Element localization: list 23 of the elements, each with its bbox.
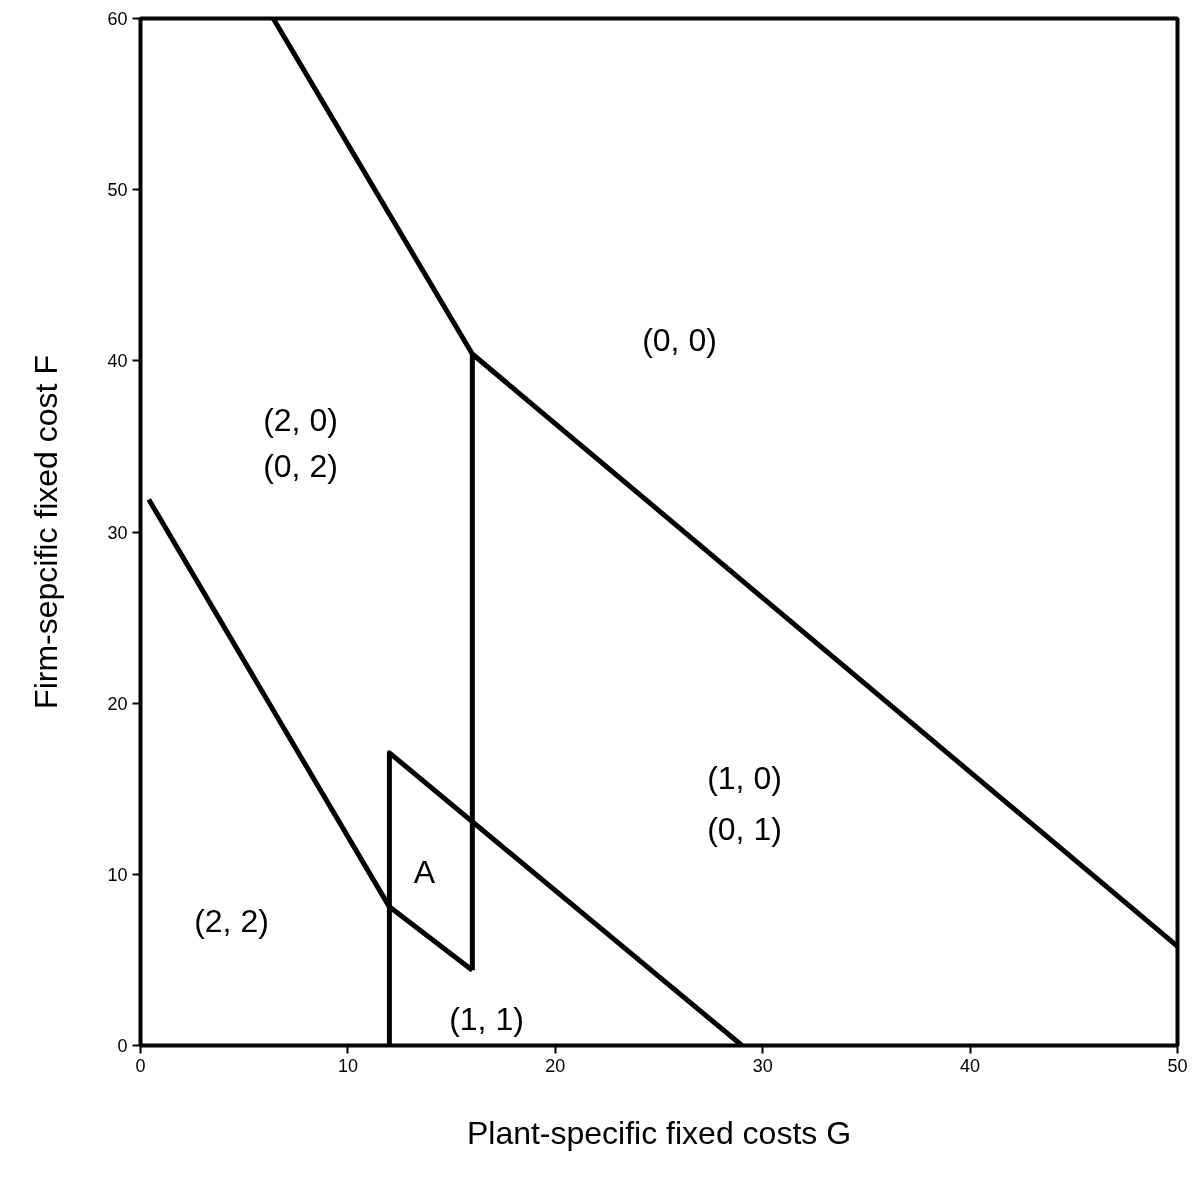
x-tick-label: 10: [337, 1055, 358, 1076]
annotation: (2, 2): [194, 902, 269, 939]
y-tick-label: 30: [107, 522, 128, 543]
x-tick-label: 20: [545, 1055, 566, 1076]
x-tick-label: 0: [135, 1055, 146, 1076]
y-tick-label: 0: [117, 1036, 128, 1056]
x-axis-title: Plant-specific fixed costs G: [466, 1114, 852, 1151]
y-tick-label: 40: [107, 351, 128, 372]
annotation: A: [413, 853, 436, 890]
annotation: (0, 1): [707, 810, 782, 847]
y-tick-label: 20: [107, 693, 128, 714]
x-tick-label: 30: [752, 1055, 773, 1076]
x-tick-label: 40: [960, 1055, 981, 1076]
annotation: (1, 0): [707, 759, 782, 796]
y-tick-label: 60: [107, 9, 128, 29]
y-tick-label: 50: [107, 180, 128, 201]
y-axis-title: Firm-sepcific fixed cost F: [28, 355, 65, 709]
annotation: (0, 0): [642, 321, 717, 358]
y-tick-label: 10: [107, 864, 128, 885]
x-tick-label: 50: [1167, 1055, 1188, 1076]
annotation: (2, 0): [263, 401, 338, 438]
annotation: (0, 2): [263, 447, 338, 484]
annotation: (1, 1): [449, 1000, 524, 1037]
